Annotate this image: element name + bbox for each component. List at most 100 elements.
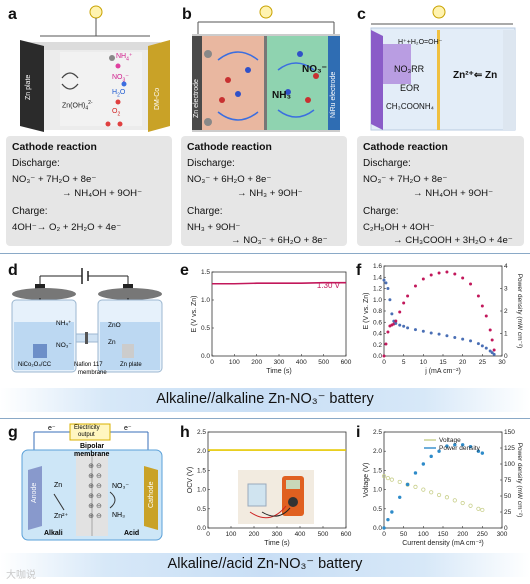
g-zn: Zn [54,482,63,489]
species-nh4: NH4⁺ [116,53,133,63]
f-voltage-point [429,331,433,335]
d-membrane-2: membrane [78,370,107,376]
cell-photo [247,483,267,507]
g-bipolar-2: membrane [74,451,110,458]
i-power-point [382,526,386,530]
d-nh4: NH₄⁺ [56,320,72,327]
x-tick-label: 200 [251,359,262,366]
x-tick-label: 15 [439,359,447,366]
x-tick-label: 25 [479,359,487,366]
y-tick-label: 0.0 [373,353,382,360]
i-voltage-point [429,490,434,495]
c-top-eq: H⁺+H₂O=OH⁻ [398,39,443,46]
y-tick-label: 1.0 [201,297,210,304]
y-tick-label: 0.0 [201,353,210,360]
y-tick-label: 0.0 [197,525,206,532]
i-voltage-point [389,477,394,482]
niru-electrode-label: NiRu electrode [330,71,337,118]
f-power-point [484,314,488,318]
f-voltage-point [445,334,449,338]
reaction-box-a: Cathode reaction Discharge: NO₃⁻ + 7H₂O … [6,136,172,246]
banner-alkaline [0,388,530,412]
divider-top [0,253,530,254]
panel-a-schematic [20,5,170,132]
box-b-discharge: Discharge: [187,158,235,169]
x-tick-label: 150 [438,531,449,538]
i-power-point [390,510,394,514]
g-no3: NO₃⁻ [112,483,130,490]
box-c-discharge: Discharge: [363,158,411,169]
chart-e: 0 100 200 300 400 500 600 0.0 0.5 1.0 1.5 Time (s) E… [191,269,352,375]
g-e-right: e⁻ [124,425,132,432]
i-power-point [476,449,481,453]
x-tick-label: 100 [418,531,429,538]
d-cathode: NiCo₂O₄/CC [18,362,52,368]
f-power-point [437,271,441,275]
reaction-box-c: Cathode reaction Discharge: NO₃⁻ + 7H₂O … [357,136,524,246]
i-voltage-point [460,500,465,506]
f-voltage-point [382,278,386,282]
x-tick-label: 600 [341,359,352,366]
f-power-point [402,301,406,305]
x-axis-label: j (mA cm⁻²) [424,368,461,375]
y2-tick-label: 50 [504,493,512,500]
f-power-point [382,354,386,358]
c-eor: EOR [400,83,420,93]
x-tick-label: 200 [249,531,260,538]
y-tick-label: 0.5 [201,325,210,332]
f-voltage-point [413,328,417,332]
x-tick-label: 5 [402,359,406,366]
f-power-point [406,294,410,298]
banner-acid [0,553,530,577]
f-power-point [469,282,473,286]
x-tick-label: 0 [210,359,214,366]
f-voltage-point [406,326,410,330]
box-a-charge-1: 4OH⁻→ O₂ + 2H₂O + 4e⁻ [12,222,122,233]
y2-tick-label: 2 [504,308,508,315]
d-membrane-1: Nafion 117 [74,362,103,368]
i-voltage-point [468,503,473,508]
i-power-point [437,449,441,453]
g-electricity-1: Electricity [74,425,100,431]
g-anode: Anode [31,482,38,503]
no3-label-b: NO₃⁻ [302,64,327,75]
i-voltage-point [436,492,442,498]
y2-tick-label: 125 [504,445,515,452]
y2-axis-label: Power density (mW cm⁻²) [516,274,523,349]
y2-tick-label: 3 [504,286,508,293]
f-power-point [453,272,457,276]
y-tick-label: 1.4 [373,274,382,281]
panel-d-schematic [11,268,163,373]
y-tick-label: 0.6 [373,319,382,326]
panel-c-label: c [357,6,366,23]
f-voltage-point [476,342,480,346]
x-tick-label: 20 [459,359,467,366]
f-power-point [490,338,494,342]
box-b-discharge-1: NO₃⁻ + 6H₂O + 8e⁻ [187,174,272,185]
watermark: 大咖说 [6,570,36,581]
f-voltage-point [469,339,473,343]
panel-h-label: h [180,424,190,441]
c-acetate: CH₃COONH₄ [386,102,434,111]
y-tick-label: 1.5 [201,269,210,276]
f-voltage-point [384,281,388,285]
x-tick-label: 30 [498,359,506,366]
y-tick-label: 1.5 [197,467,206,474]
box-a-discharge: Discharge: [12,158,60,169]
divider-middle [0,418,530,419]
x-tick-label: 600 [341,531,352,538]
y-tick-label: 2.5 [197,429,206,436]
box-b-charge: Charge: [187,206,223,217]
x-tick-label: 0 [382,531,386,538]
i-power-point [453,443,457,447]
panel-f-label: f [356,262,362,279]
zn-electrode-label: Zn electrode [193,79,200,118]
g-e-left: e⁻ [48,425,56,432]
f-power-point [421,277,425,281]
y2-tick-label: 150 [504,429,515,436]
multimeter-dial [288,497,298,507]
y2-tick-label: 100 [504,461,515,468]
box-b-discharge-2: → NH₃ + 9OH⁻ [237,188,303,199]
y2-tick-label: 25 [504,509,512,516]
x-tick-label: 300 [272,531,283,538]
